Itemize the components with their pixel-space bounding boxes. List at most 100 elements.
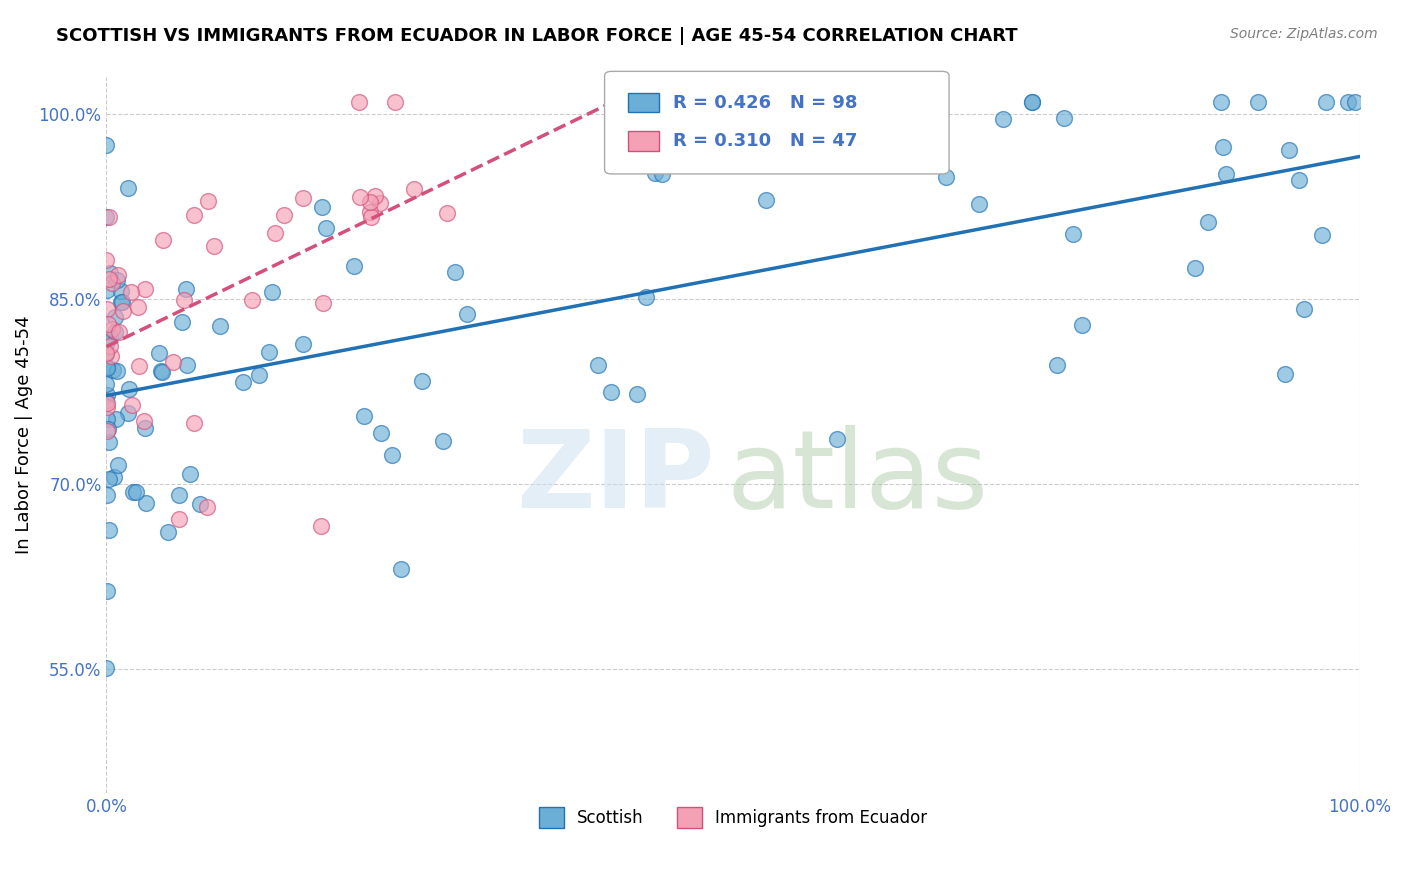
Text: R = 0.426   N = 98: R = 0.426 N = 98 xyxy=(673,94,858,112)
Point xyxy=(96,424,118,438)
Point xyxy=(343,259,366,273)
Point xyxy=(96,377,118,392)
Point xyxy=(101,322,124,336)
Point xyxy=(97,210,120,224)
Point xyxy=(105,412,128,426)
Point xyxy=(96,283,118,297)
Point xyxy=(107,326,129,340)
Point xyxy=(312,295,335,310)
Point xyxy=(363,189,385,203)
Point xyxy=(353,409,375,423)
Point xyxy=(118,382,141,396)
Point xyxy=(359,195,381,210)
Point xyxy=(121,398,143,412)
Point xyxy=(105,273,128,287)
Point xyxy=(1197,215,1219,229)
Point xyxy=(128,359,150,373)
Point xyxy=(97,422,120,436)
Point xyxy=(104,310,127,325)
Point xyxy=(1274,367,1296,381)
Point xyxy=(183,416,205,430)
Point xyxy=(149,364,172,378)
Point xyxy=(100,277,122,291)
Point xyxy=(1315,95,1337,109)
Point xyxy=(135,496,157,510)
Point xyxy=(179,467,201,482)
Point xyxy=(120,285,142,300)
Point xyxy=(436,206,458,220)
Point xyxy=(183,208,205,222)
Point xyxy=(98,435,121,450)
Text: R = 0.310   N = 47: R = 0.310 N = 47 xyxy=(673,132,858,150)
Point xyxy=(117,180,139,194)
Point xyxy=(1209,95,1232,109)
Point xyxy=(411,375,433,389)
Point xyxy=(651,167,673,181)
Point xyxy=(370,196,392,211)
Point xyxy=(188,497,211,511)
Point xyxy=(825,432,848,446)
Point xyxy=(1278,143,1301,157)
Point xyxy=(167,512,190,526)
Point xyxy=(127,301,149,315)
Point xyxy=(100,349,122,363)
Point xyxy=(96,301,118,316)
Point xyxy=(309,519,332,533)
Point xyxy=(291,337,314,351)
Point xyxy=(96,394,118,409)
Legend: Scottish, Immigrants from Ecuador: Scottish, Immigrants from Ecuador xyxy=(531,801,934,834)
Point xyxy=(1062,227,1084,241)
Point xyxy=(432,434,454,448)
Point xyxy=(150,365,173,379)
Point xyxy=(202,239,225,253)
Point xyxy=(456,307,478,321)
Point xyxy=(1312,228,1334,243)
Point xyxy=(1070,318,1092,332)
Point xyxy=(96,388,118,402)
Point xyxy=(247,368,270,382)
Text: ZIP: ZIP xyxy=(516,425,714,531)
Point xyxy=(104,325,127,339)
Point xyxy=(103,363,125,377)
Point xyxy=(134,282,156,296)
Point xyxy=(935,170,957,185)
Point xyxy=(107,458,129,473)
Point xyxy=(110,284,132,298)
Point xyxy=(96,334,118,349)
Point xyxy=(122,484,145,499)
Point xyxy=(208,319,231,334)
Point xyxy=(98,266,121,280)
Point xyxy=(111,295,134,310)
Point xyxy=(240,293,263,308)
Point xyxy=(1247,95,1270,109)
Point xyxy=(796,140,818,154)
Point xyxy=(1053,111,1076,125)
Point xyxy=(1184,260,1206,275)
Point xyxy=(162,355,184,369)
Point xyxy=(169,488,191,502)
Point xyxy=(103,470,125,484)
Point xyxy=(134,421,156,435)
Point xyxy=(97,523,120,537)
Point xyxy=(292,191,315,205)
Point xyxy=(588,358,610,372)
Point xyxy=(404,181,426,195)
Text: SCOTTISH VS IMMIGRANTS FROM ECUADOR IN LABOR FORCE | AGE 45-54 CORRELATION CHART: SCOTTISH VS IMMIGRANTS FROM ECUADOR IN L… xyxy=(56,27,1018,45)
Point xyxy=(1046,358,1069,372)
Point xyxy=(257,345,280,359)
Point xyxy=(96,253,118,268)
Point xyxy=(97,317,120,331)
Y-axis label: In Labor Force | Age 45-54: In Labor Force | Age 45-54 xyxy=(15,316,32,554)
Point xyxy=(96,488,118,502)
Point xyxy=(152,233,174,247)
Point xyxy=(922,127,945,141)
Point xyxy=(349,190,371,204)
Point xyxy=(96,411,118,425)
Point xyxy=(634,290,657,304)
Point xyxy=(96,584,118,599)
Point xyxy=(156,525,179,540)
Point xyxy=(626,386,648,401)
Point xyxy=(381,448,404,462)
Point xyxy=(96,347,118,361)
Point xyxy=(1212,140,1234,154)
